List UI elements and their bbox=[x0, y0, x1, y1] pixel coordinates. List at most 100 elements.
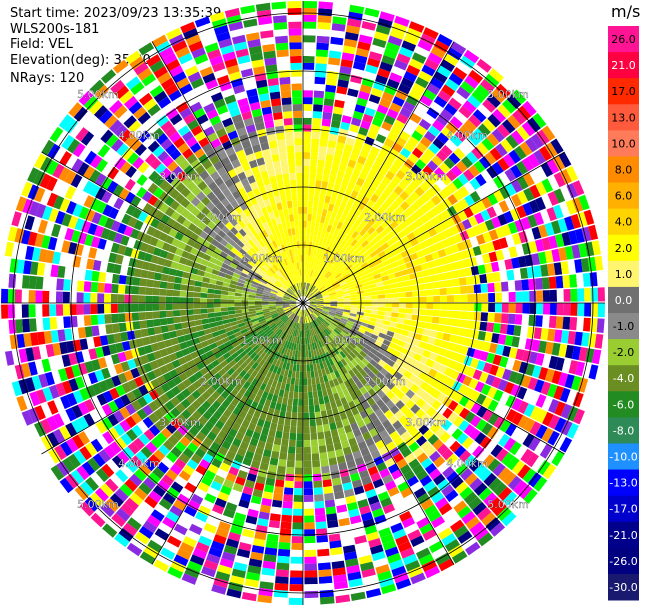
range-gate bbox=[542, 354, 552, 368]
range-gate bbox=[106, 262, 115, 273]
range-gate bbox=[469, 521, 485, 536]
range-gate bbox=[133, 437, 145, 450]
range-gate bbox=[431, 491, 445, 504]
range-gate bbox=[436, 392, 447, 404]
range-gate bbox=[331, 162, 340, 171]
range-gate bbox=[280, 83, 291, 92]
range-gate bbox=[275, 305, 283, 308]
range-gate bbox=[120, 265, 129, 276]
range-gate bbox=[266, 533, 279, 542]
range-gate bbox=[296, 309, 301, 316]
range-gate bbox=[397, 230, 407, 239]
range-gate bbox=[375, 24, 391, 35]
range-gate bbox=[332, 330, 339, 337]
range-gate bbox=[206, 395, 216, 405]
range-gate bbox=[280, 445, 288, 454]
range-gate bbox=[79, 338, 89, 351]
range-gate bbox=[248, 308, 256, 312]
range-gate bbox=[381, 160, 392, 171]
range-gate bbox=[294, 336, 298, 344]
range-gate bbox=[313, 349, 318, 357]
range-gate bbox=[286, 341, 291, 349]
range-gate bbox=[337, 304, 345, 308]
range-gate bbox=[229, 283, 237, 289]
range-gate bbox=[211, 269, 220, 276]
range-gate bbox=[289, 298, 297, 302]
range-gate bbox=[77, 401, 89, 416]
range-gate bbox=[244, 450, 255, 460]
range-gate bbox=[386, 390, 396, 400]
range-gate bbox=[324, 216, 331, 225]
range-gate bbox=[224, 434, 235, 444]
range-gate bbox=[324, 328, 331, 335]
range-gate bbox=[353, 277, 361, 284]
range-gate bbox=[313, 480, 323, 488]
range-gate bbox=[569, 274, 578, 288]
range-gate bbox=[368, 337, 377, 344]
range-gate bbox=[314, 187, 321, 195]
range-gate bbox=[275, 576, 289, 584]
range-gate bbox=[100, 69, 117, 84]
range-gate bbox=[323, 306, 331, 309]
range-gate bbox=[487, 193, 499, 206]
range-gate bbox=[498, 237, 509, 249]
range-gate bbox=[172, 254, 181, 263]
range-gate bbox=[335, 253, 342, 261]
range-gate bbox=[370, 403, 380, 412]
range-gate bbox=[438, 502, 453, 516]
range-gate bbox=[383, 284, 392, 290]
range-gate bbox=[290, 556, 303, 564]
range-gate bbox=[271, 154, 280, 162]
range-gate bbox=[409, 272, 417, 280]
range-gate bbox=[295, 315, 299, 323]
range-gate bbox=[182, 464, 195, 476]
range-gate bbox=[431, 234, 441, 244]
range-gate bbox=[166, 310, 174, 318]
range-gate bbox=[198, 535, 212, 547]
range-gate bbox=[397, 281, 405, 288]
range-gate bbox=[526, 452, 539, 468]
range-gate bbox=[344, 101, 356, 111]
range-gate bbox=[414, 264, 423, 273]
range-gate bbox=[266, 370, 273, 379]
range-gate bbox=[324, 160, 333, 169]
range-gate bbox=[323, 298, 331, 301]
range-gate bbox=[333, 442, 343, 451]
range-gate bbox=[269, 292, 277, 296]
range-gate bbox=[342, 482, 353, 491]
range-gate bbox=[200, 308, 208, 314]
range-gate bbox=[490, 444, 503, 458]
range-gate bbox=[436, 65, 452, 78]
range-gate bbox=[372, 344, 381, 352]
range-gate bbox=[333, 243, 341, 251]
range-gate bbox=[492, 239, 502, 251]
range-gate bbox=[192, 380, 202, 390]
range-gate bbox=[132, 321, 141, 330]
range-gate bbox=[288, 320, 293, 327]
range-gate bbox=[309, 255, 313, 263]
range-gate bbox=[553, 385, 565, 400]
range-gate bbox=[313, 320, 318, 327]
range-gate bbox=[400, 269, 409, 276]
range-gate bbox=[143, 393, 154, 404]
range-gate bbox=[284, 418, 291, 426]
range-gate bbox=[323, 269, 329, 277]
range-gate bbox=[214, 312, 222, 317]
range-gate bbox=[362, 231, 371, 240]
range-gate bbox=[293, 307, 299, 314]
range-gate bbox=[265, 362, 272, 371]
range-gate bbox=[365, 272, 374, 279]
range-gate bbox=[481, 183, 493, 196]
range-gate bbox=[361, 568, 376, 578]
range-gate bbox=[340, 231, 348, 240]
range-gate bbox=[404, 285, 413, 292]
range-gate bbox=[201, 390, 211, 401]
range-gate bbox=[381, 385, 391, 395]
range-gate bbox=[418, 256, 427, 265]
range-gate bbox=[482, 454, 495, 468]
range-gate bbox=[477, 330, 486, 341]
range-gate bbox=[405, 389, 415, 399]
range-gate bbox=[408, 374, 419, 384]
range-gate bbox=[303, 97, 313, 105]
